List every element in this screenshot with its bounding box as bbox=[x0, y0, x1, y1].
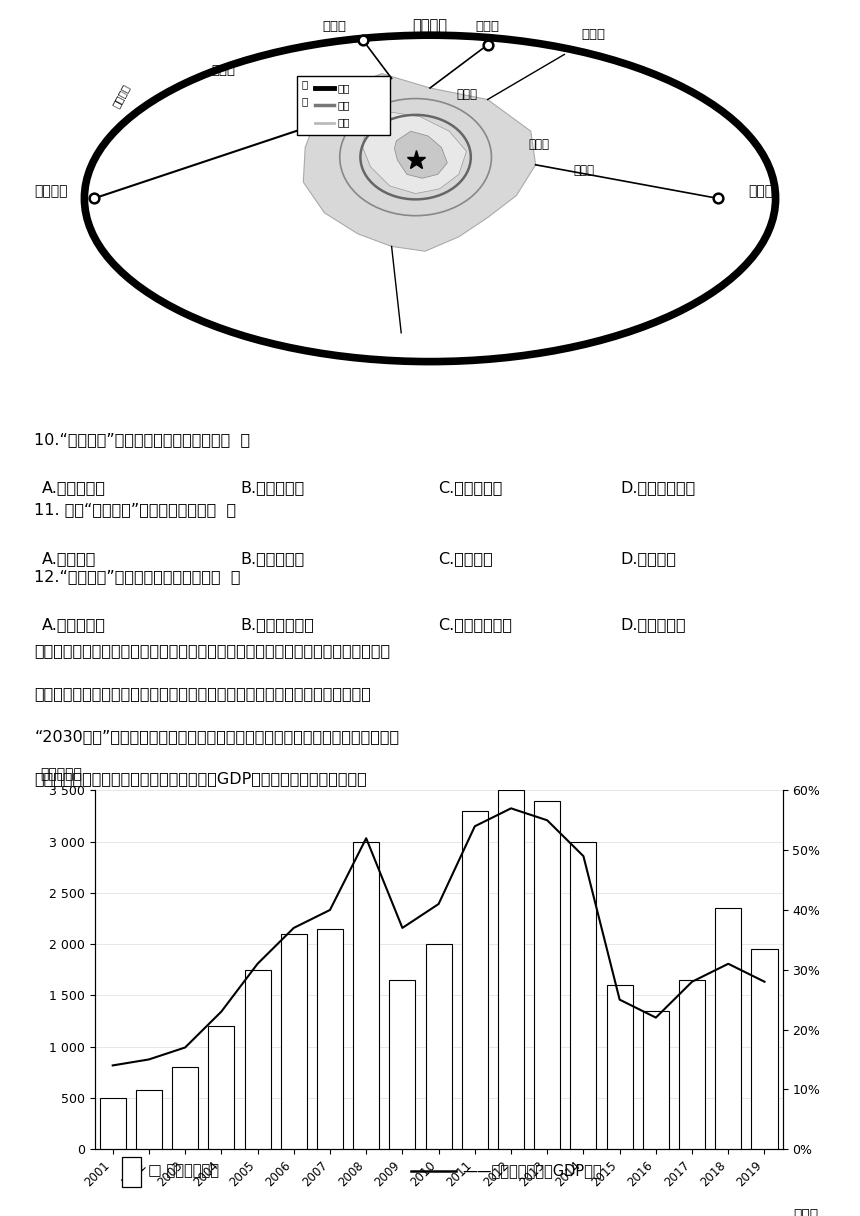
Text: 图: 图 bbox=[301, 79, 308, 89]
Text: （年）: （年） bbox=[794, 1207, 819, 1216]
Text: □ 原油出口金额: □ 原油出口金额 bbox=[148, 1164, 219, 1178]
Text: 涿州市: 涿州市 bbox=[322, 21, 346, 33]
Bar bbox=[679, 980, 705, 1149]
Bar bbox=[100, 1098, 126, 1149]
Bar bbox=[172, 1068, 198, 1149]
Polygon shape bbox=[304, 74, 536, 252]
Text: 规建: 规建 bbox=[338, 118, 350, 128]
Bar bbox=[570, 841, 597, 1149]
Bar bbox=[606, 985, 633, 1149]
Text: 廊坊市: 廊坊市 bbox=[476, 21, 500, 33]
Bar bbox=[208, 1026, 235, 1149]
Text: A.地形地质: A.地形地质 bbox=[42, 551, 96, 565]
Text: 在建: 在建 bbox=[338, 100, 350, 111]
Text: D.能源运输量: D.能源运输量 bbox=[620, 618, 685, 632]
Text: 例: 例 bbox=[301, 96, 308, 107]
Text: 长。下图为沙特阿拉伯原油出口金额及其占GDP比重。据此完成下面小题。: 长。下图为沙特阿拉伯原油出口金额及其占GDP比重。据此完成下面小题。 bbox=[34, 771, 367, 787]
Text: 承德市: 承德市 bbox=[749, 185, 774, 198]
Text: 10.“北京七环”采用高速公路方式的优势（  ）: 10.“北京七环”采用高速公路方式的优势（ ） bbox=[34, 432, 250, 447]
Bar bbox=[534, 800, 560, 1149]
Text: 已建: 已建 bbox=[338, 83, 350, 92]
Bar bbox=[462, 811, 488, 1149]
Bar bbox=[716, 908, 741, 1149]
Text: 六环路: 六环路 bbox=[384, 168, 402, 179]
Text: 沙特阿拉伯作为主要石油生产国，原油出口量较稳定，政府财政收入的绝大部分依赖: 沙特阿拉伯作为主要石油生产国，原油出口量较稳定，政府财政收入的绝大部分依赖 bbox=[34, 643, 390, 658]
Text: ——原油出口金额占GDP比重: ——原油出口金额占GDP比重 bbox=[463, 1164, 602, 1178]
Polygon shape bbox=[363, 112, 466, 193]
Text: “2030愿景”，希望摆脱对石油的依赖，推进经济多元化发展，实现经济可持续增: “2030愿景”，希望摆脱对石油的依赖，推进经济多元化发展，实现经济可持续增 bbox=[34, 728, 400, 744]
Text: A.铁路运输量: A.铁路运输量 bbox=[42, 618, 107, 632]
Text: （亿美元）: （亿美元） bbox=[40, 767, 83, 781]
Text: 张家口市: 张家口市 bbox=[34, 185, 68, 198]
Text: B.连接城市多: B.连接城市多 bbox=[240, 480, 304, 495]
Text: 五环路: 五环路 bbox=[384, 150, 402, 159]
Text: D.国家政策: D.国家政策 bbox=[620, 551, 676, 565]
Text: 平谷区: 平谷区 bbox=[528, 137, 549, 151]
Bar bbox=[390, 980, 415, 1149]
Text: 密云县: 密云县 bbox=[456, 88, 477, 101]
Bar bbox=[642, 1010, 669, 1149]
Text: 11. 影响“北京七环”选线的主要因素（  ）: 11. 影响“北京七环”选线的主要因素（ ） bbox=[34, 502, 237, 518]
Polygon shape bbox=[395, 131, 447, 179]
Bar bbox=[136, 1090, 162, 1149]
Text: D.节约建设用地: D.节约建设用地 bbox=[620, 480, 695, 495]
Bar bbox=[317, 929, 343, 1149]
Bar bbox=[122, 1158, 141, 1187]
Text: B.气候和河流: B.气候和河流 bbox=[240, 551, 304, 565]
Text: 崇礼县: 崇礼县 bbox=[212, 63, 236, 77]
Text: 兴隆县: 兴隆县 bbox=[573, 164, 594, 178]
Text: 天津市: 天津市 bbox=[581, 28, 605, 41]
Text: A.运输速度快: A.运输速度快 bbox=[42, 480, 107, 495]
Bar bbox=[353, 841, 379, 1149]
Text: 张家高速: 张家高速 bbox=[111, 83, 132, 109]
Bar bbox=[752, 950, 777, 1149]
Text: 12.“北京七环”全线通车将会缩小的是（  ）: 12.“北京七环”全线通车将会缩小的是（ ） bbox=[34, 569, 241, 584]
Text: 张承高速: 张承高速 bbox=[413, 18, 447, 33]
Text: C.建设成本低: C.建设成本低 bbox=[438, 480, 502, 495]
Text: B.北京市运输量: B.北京市运输量 bbox=[240, 618, 314, 632]
Text: 于石油的出口。近年来，该国维系多年的石油经济模式遣遇空前挑战，政府推出: 于石油的出口。近年来，该国维系多年的石油经济模式遣遇空前挑战，政府推出 bbox=[34, 686, 372, 702]
Bar bbox=[498, 790, 524, 1149]
Bar bbox=[280, 934, 307, 1149]
Bar bbox=[426, 944, 452, 1149]
Bar bbox=[244, 970, 271, 1149]
Text: C.城市分布: C.城市分布 bbox=[438, 551, 493, 565]
Text: C.区域经济差异: C.区域经济差异 bbox=[438, 618, 512, 632]
FancyBboxPatch shape bbox=[297, 75, 390, 135]
